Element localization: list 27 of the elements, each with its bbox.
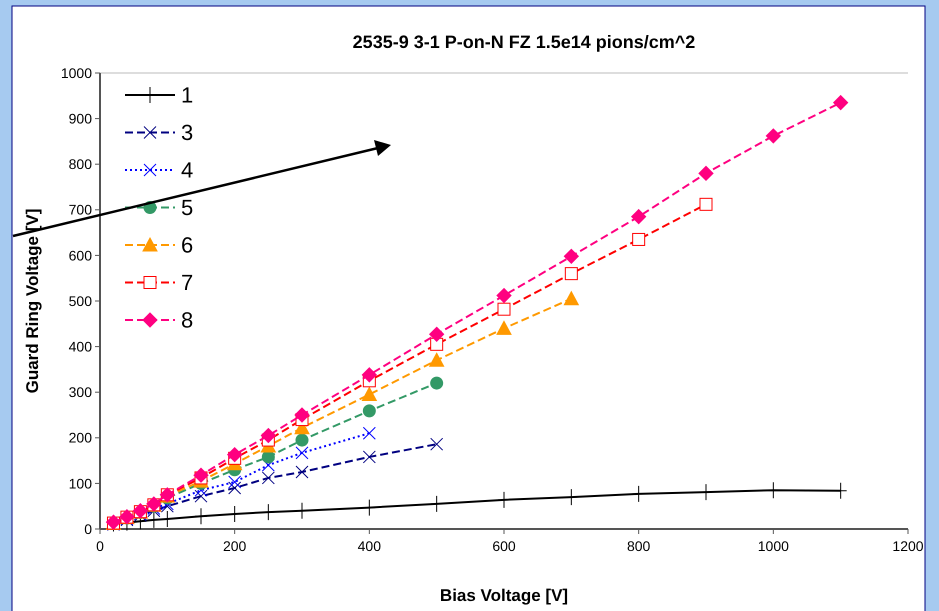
y-tick-label: 200 (68, 430, 92, 446)
legend-label: 5 (181, 195, 194, 220)
legend-label: 1 (181, 82, 194, 108)
y-tick-label: 300 (68, 384, 92, 400)
y-tick-label: 700 (68, 202, 92, 218)
y-tick-label: 1000 (60, 64, 92, 81)
legend-label: 7 (181, 270, 194, 296)
y-tick-label: 0 (84, 520, 92, 537)
x-axis-title: Bias Voltage [V] (440, 586, 568, 605)
legend-label: 4 (181, 158, 194, 183)
x-tick-label: 800 (626, 538, 651, 554)
y-tick-label: 900 (68, 110, 92, 126)
x-tick-label: 1000 (758, 538, 790, 554)
y-tick-label: 100 (68, 475, 92, 492)
x-tick-label: 0 (96, 538, 104, 554)
legend-label: 8 (181, 308, 194, 333)
x-tick-label: 1200 (892, 538, 924, 554)
chart-title: 2535-9 3-1 P-on-N FZ 1.5e14 pions/cm^2 (352, 32, 696, 52)
x-tick-label: 200 (222, 538, 247, 554)
x-tick-label: 400 (358, 538, 382, 554)
x-tick-label: 600 (492, 538, 516, 554)
y-tick-label: 600 (68, 247, 92, 264)
legend-label: 6 (181, 232, 194, 258)
y-tick-label: 500 (68, 292, 92, 309)
y-tick-label: 800 (68, 156, 92, 172)
y-tick-label: 400 (68, 338, 92, 354)
legend-label: 3 (181, 120, 194, 146)
